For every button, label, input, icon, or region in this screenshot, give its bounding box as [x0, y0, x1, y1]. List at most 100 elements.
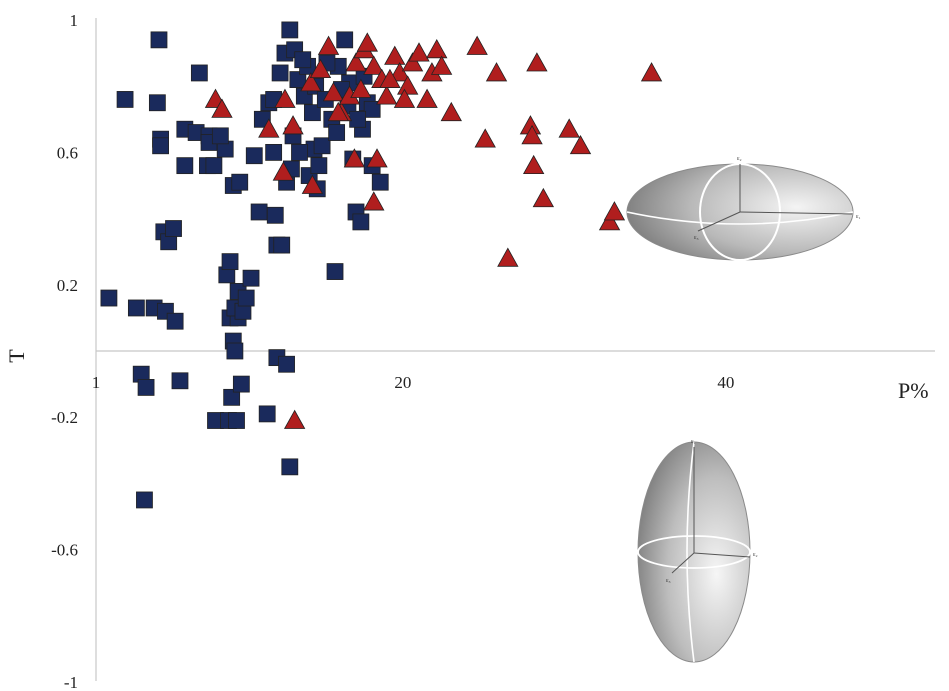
square-point — [371, 173, 389, 191]
square-point — [266, 206, 284, 224]
square-point — [228, 412, 245, 429]
square-point — [137, 379, 155, 396]
square-point — [166, 312, 184, 330]
square-point — [148, 94, 166, 112]
y-tick-label: -0.2 — [51, 408, 78, 427]
square-point — [190, 64, 208, 82]
square-point — [281, 458, 299, 476]
triangle-point — [350, 78, 372, 98]
triangle-point — [569, 134, 592, 155]
oblate-axis-label: ε₂ — [737, 156, 742, 162]
square-point — [226, 342, 244, 360]
square-point — [171, 372, 189, 390]
triangle-point — [522, 154, 545, 175]
triangle-point — [379, 68, 401, 88]
square-point — [165, 220, 182, 237]
triangle-point — [426, 38, 448, 59]
square-point — [237, 289, 255, 307]
triangle-point — [440, 101, 462, 122]
triangle-point — [388, 62, 411, 82]
x-axis-title: P% — [898, 378, 929, 403]
triangle-point — [322, 81, 345, 102]
triangle-point — [401, 52, 424, 72]
y-tick-label: 0.2 — [57, 276, 78, 295]
y-tick-label: 1 — [70, 11, 79, 30]
square-point — [271, 64, 289, 82]
prolate-axis-label: ε₂ — [753, 552, 758, 558]
triangle-point — [430, 55, 453, 75]
triangle-point — [384, 45, 406, 65]
y-tick-label: 0.6 — [57, 143, 78, 162]
square-point — [258, 405, 276, 423]
triangle-point — [301, 174, 324, 194]
triangle-point — [309, 58, 332, 79]
triangle-point — [327, 101, 349, 122]
triangle-point — [521, 125, 543, 145]
prolate-ellipsoid-inset: ε₁ ε₂ ε₃ — [637, 439, 758, 663]
triangle-point — [317, 35, 340, 55]
square-point — [100, 289, 118, 307]
y-axis-title: T — [4, 349, 29, 363]
prolate-axis-label: ε₃ — [666, 578, 671, 584]
square-point — [232, 375, 250, 393]
square-point — [313, 137, 331, 155]
square-point — [116, 91, 134, 108]
triangle-point — [532, 187, 555, 208]
square-point — [245, 147, 263, 165]
square-point — [328, 124, 346, 141]
square-point — [352, 213, 370, 231]
triangle-point — [603, 201, 626, 221]
triangle-point — [416, 88, 438, 108]
square-point — [205, 157, 223, 175]
y-tick-label: -1 — [64, 673, 78, 691]
triangle-point — [366, 148, 388, 168]
triangle-point — [272, 161, 295, 181]
triangle-point — [497, 247, 519, 267]
oblate-axis-label: ε₃ — [694, 235, 699, 241]
square-point — [242, 269, 260, 287]
square-point — [304, 104, 321, 122]
oblate-axis-label: ε₁ — [856, 214, 861, 220]
square-point — [250, 203, 268, 221]
square-point — [294, 51, 312, 69]
square-point — [265, 143, 283, 161]
y-tick-label: -0.6 — [51, 541, 78, 560]
triangle-point — [397, 75, 419, 95]
triangle-point — [283, 409, 306, 429]
triangle-point — [356, 32, 378, 52]
square-point — [273, 236, 291, 254]
square-point — [211, 127, 229, 145]
triangle-point — [598, 211, 621, 231]
triangle-point — [558, 118, 580, 138]
triangle-point — [363, 55, 385, 75]
triangle-point — [345, 52, 367, 72]
prolate-axis-label: ε₁ — [691, 439, 696, 445]
triangle-point — [282, 115, 304, 135]
x-tick-label: 40 — [717, 373, 734, 392]
square-point — [136, 491, 153, 509]
square-point — [221, 253, 239, 271]
triangle-point — [274, 88, 296, 108]
square-point — [326, 263, 344, 280]
square-point — [289, 71, 307, 88]
square-point — [278, 355, 295, 373]
x-tick-label: 1 — [92, 373, 101, 392]
square-point — [176, 157, 194, 175]
square-point — [336, 31, 354, 49]
square-point — [231, 173, 249, 191]
square-point — [152, 137, 170, 155]
triangle-point — [258, 118, 280, 138]
triangle-point — [393, 88, 416, 108]
triangle-point — [466, 35, 488, 55]
triangle-point — [211, 98, 233, 118]
triangle-point — [300, 72, 322, 92]
x-tick-label: 20 — [394, 373, 411, 392]
square-point — [223, 388, 241, 406]
triangle-point — [640, 62, 663, 82]
square-point — [150, 31, 168, 49]
triangle-point — [408, 42, 430, 62]
square-point — [310, 157, 328, 175]
square-point — [291, 143, 308, 161]
triangle-point — [376, 85, 398, 105]
